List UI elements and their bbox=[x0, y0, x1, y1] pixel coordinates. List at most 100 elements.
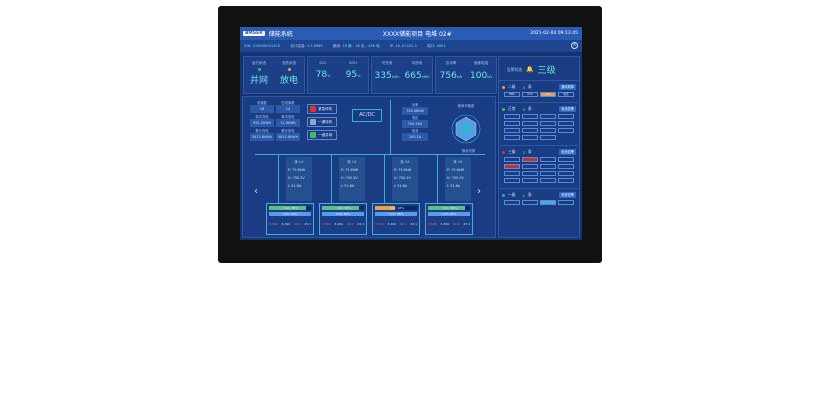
alarm-item[interactable] bbox=[504, 114, 520, 119]
alarm-item[interactable] bbox=[504, 178, 520, 183]
control-button[interactable]: 紧急停机 bbox=[307, 104, 337, 114]
button-icon bbox=[310, 106, 316, 112]
alarm-item[interactable] bbox=[522, 114, 538, 119]
metric: SOC 78% bbox=[315, 61, 331, 80]
alarm-item[interactable] bbox=[522, 121, 538, 126]
close-icon[interactable]: × bbox=[571, 42, 578, 49]
alarm-label: 告警状态 bbox=[507, 66, 523, 72]
alarm-item[interactable]: 电表 bbox=[558, 92, 574, 97]
metric: 可放电 665kWh bbox=[404, 61, 430, 81]
alarm-item[interactable] bbox=[522, 128, 538, 133]
alarm-item[interactable] bbox=[504, 128, 520, 133]
alarm-item[interactable] bbox=[558, 178, 574, 183]
alarm-item[interactable] bbox=[540, 114, 556, 119]
cluster-battery: SOC: 88% SOH: 88% 3.599 3.294 40.0 23.1 bbox=[425, 203, 473, 235]
status-dot bbox=[287, 68, 291, 71]
alarm-item[interactable]: BMS bbox=[504, 92, 520, 97]
alarm-section: 正常 0 条电池告警 bbox=[499, 102, 579, 145]
alarm-item[interactable] bbox=[540, 164, 556, 169]
button-icon bbox=[310, 132, 316, 138]
alarm-item[interactable] bbox=[522, 171, 538, 176]
info-bar: S/N: 2198000512CE 设计容量: 1.5 MWh 簇组: 16 簇 -… bbox=[240, 40, 582, 52]
logo: BMSER bbox=[243, 31, 265, 36]
project-title: XXXX储能项目 电堆 02# bbox=[382, 31, 452, 38]
metric: 总功率 756kW bbox=[439, 61, 463, 81]
alarm-item[interactable] bbox=[558, 164, 574, 169]
branch-line bbox=[331, 155, 332, 203]
alarm-item[interactable] bbox=[540, 178, 556, 183]
soc-bar: SOC: 48% bbox=[375, 206, 417, 210]
stat: 单次放电 11.9kWh bbox=[276, 114, 300, 127]
info-field: 端口: 5001 bbox=[427, 43, 446, 48]
metric: 充放状态 放电 bbox=[279, 61, 298, 86]
alarm-item[interactable] bbox=[540, 157, 556, 162]
metric: SOH 95% bbox=[345, 61, 361, 80]
alarm-item[interactable] bbox=[504, 171, 520, 176]
screen: BMSER 储能系统 XXXX储能项目 电堆 02# 2021-02-04 09… bbox=[240, 27, 582, 240]
info-field: S/N: 2198000512CE bbox=[244, 44, 281, 48]
alarm-level: 三级 bbox=[537, 66, 556, 76]
cluster-battery: SOC: 88% SOH: 88% 3.599 3.294 40.0 23.1 bbox=[319, 203, 367, 235]
alarm-item[interactable] bbox=[540, 135, 556, 140]
alarm-item[interactable] bbox=[558, 171, 574, 176]
alarm-item[interactable] bbox=[522, 200, 538, 205]
level-dot bbox=[502, 85, 505, 89]
control-button[interactable]: 一键待机 bbox=[307, 117, 337, 127]
alarm-tag-button[interactable]: 通讯故障 bbox=[559, 84, 576, 90]
cluster-readout: 簇 2# P: 75.6kW U: 700.2V I: 51.6A bbox=[339, 157, 365, 201]
metric: 绝缘电阻 100kΩ bbox=[470, 61, 492, 81]
stat: 累计放电 5811.8kWh bbox=[276, 128, 300, 141]
prev-arrow[interactable]: ‹ bbox=[254, 186, 258, 197]
alarm-item[interactable] bbox=[504, 121, 520, 126]
radar-title: 簇间平衡度 bbox=[457, 104, 475, 108]
alarm-item[interactable] bbox=[558, 157, 574, 162]
soc-bar: SOC: 88% bbox=[322, 206, 364, 210]
alarm-item[interactable]: PCS bbox=[522, 92, 538, 97]
alarm-item[interactable] bbox=[558, 121, 574, 126]
alarm-tag-button[interactable]: 电池告警 bbox=[559, 106, 576, 112]
bus-bar bbox=[255, 154, 485, 155]
level-dot bbox=[502, 150, 505, 154]
info-field: IP: 10.10.151.1 bbox=[389, 44, 418, 48]
alarm-item[interactable] bbox=[540, 171, 556, 176]
cluster-readout: 簇 4# P: 75.6kW U: 700.2V I: 51.6A bbox=[445, 157, 471, 201]
alarm-item[interactable] bbox=[540, 128, 556, 133]
cluster-battery: SOC: 48% SOH: 88% 3.599 3.294 40.0 23.1 bbox=[372, 203, 420, 235]
alarm-section: 一级 1 条系统告警 bbox=[499, 188, 579, 210]
soc-bar: SOC: 88% bbox=[269, 206, 311, 210]
alarm-section: 三级 2 条电池告警 bbox=[499, 145, 579, 188]
info-field: 簇组: 16 簇 - 16 包 - 256 电 bbox=[332, 43, 380, 48]
alarm-item[interactable] bbox=[504, 135, 520, 140]
alarm-item[interactable] bbox=[504, 200, 520, 205]
converter-box: AC/DC bbox=[352, 109, 382, 122]
soc-bar: SOC: 88% bbox=[428, 206, 470, 210]
alarm-item[interactable] bbox=[522, 135, 538, 140]
alarm-item[interactable] bbox=[558, 114, 574, 119]
alarm-item[interactable] bbox=[540, 121, 556, 126]
pcs-metric: 功率 750.08kW bbox=[402, 102, 428, 115]
alarm-item[interactable] bbox=[504, 164, 520, 169]
status-dot bbox=[257, 68, 261, 71]
alarm-item[interactable]: EMS bbox=[540, 92, 556, 97]
control-button[interactable]: 一键并网 bbox=[307, 130, 337, 140]
app-title: 储能系统 bbox=[268, 31, 293, 38]
branch-line bbox=[384, 155, 385, 203]
bell-icon: 🔔 bbox=[526, 66, 534, 73]
header: BMSER 储能系统 XXXX储能项目 电堆 02# 2021-02-04 09… bbox=[240, 27, 582, 40]
alarm-item[interactable] bbox=[540, 200, 556, 205]
button-icon bbox=[310, 119, 316, 125]
branch-line bbox=[278, 155, 279, 203]
alarm-item[interactable] bbox=[558, 200, 574, 205]
alarm-tag-button[interactable]: 电池告警 bbox=[559, 149, 576, 155]
alarm-item[interactable] bbox=[558, 128, 574, 133]
alarm-item[interactable] bbox=[522, 178, 538, 183]
level-dot bbox=[502, 193, 505, 197]
alarm-tag-button[interactable]: 系统告警 bbox=[559, 192, 576, 198]
alarm-item[interactable] bbox=[522, 157, 538, 162]
alarm-item[interactable] bbox=[504, 157, 520, 162]
balance-radar-chart bbox=[451, 114, 481, 144]
next-arrow[interactable]: › bbox=[477, 186, 481, 197]
alarm-item[interactable] bbox=[522, 164, 538, 169]
datetime: 2021-02-04 09:13:45 bbox=[530, 31, 578, 36]
radar-footer: 簇流切换 bbox=[462, 149, 476, 153]
